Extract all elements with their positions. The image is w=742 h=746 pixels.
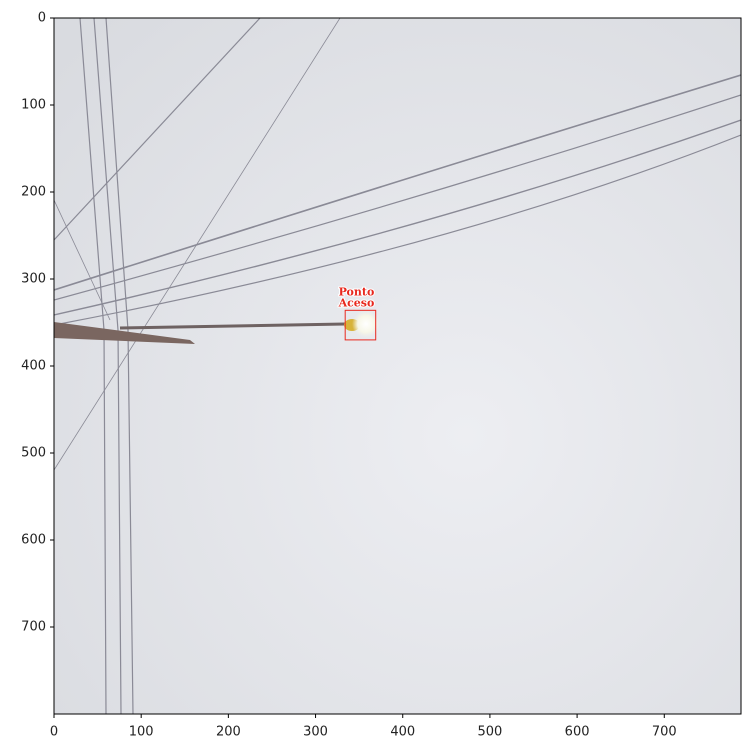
y-tick-label: 500: [21, 446, 46, 461]
x-tick-label: 0: [50, 725, 58, 740]
x-tick-label: 200: [216, 725, 241, 740]
y-tick-label: 300: [21, 272, 46, 287]
y-tick-label: 0: [38, 11, 46, 26]
x-tick-label: 500: [477, 725, 502, 740]
x-tick-label: 100: [129, 725, 154, 740]
x-tick-label: 700: [652, 725, 677, 740]
y-tick-label: 400: [21, 359, 46, 374]
x-tick-label: 600: [565, 725, 590, 740]
y-tick-label: 200: [21, 185, 46, 200]
photo: [54, 18, 741, 714]
detection-label: Aceso: [338, 296, 375, 309]
figure: 0 100 200 300 400 500 600 700 0 100 200 300 400 500 60…: [0, 0, 742, 742]
y-tick-label: 600: [21, 533, 46, 548]
x-tick-label: 300: [303, 725, 328, 740]
y-tick-label: 100: [21, 98, 46, 113]
y-tick-label: 700: [21, 620, 46, 635]
x-tick-label: 400: [390, 725, 415, 740]
